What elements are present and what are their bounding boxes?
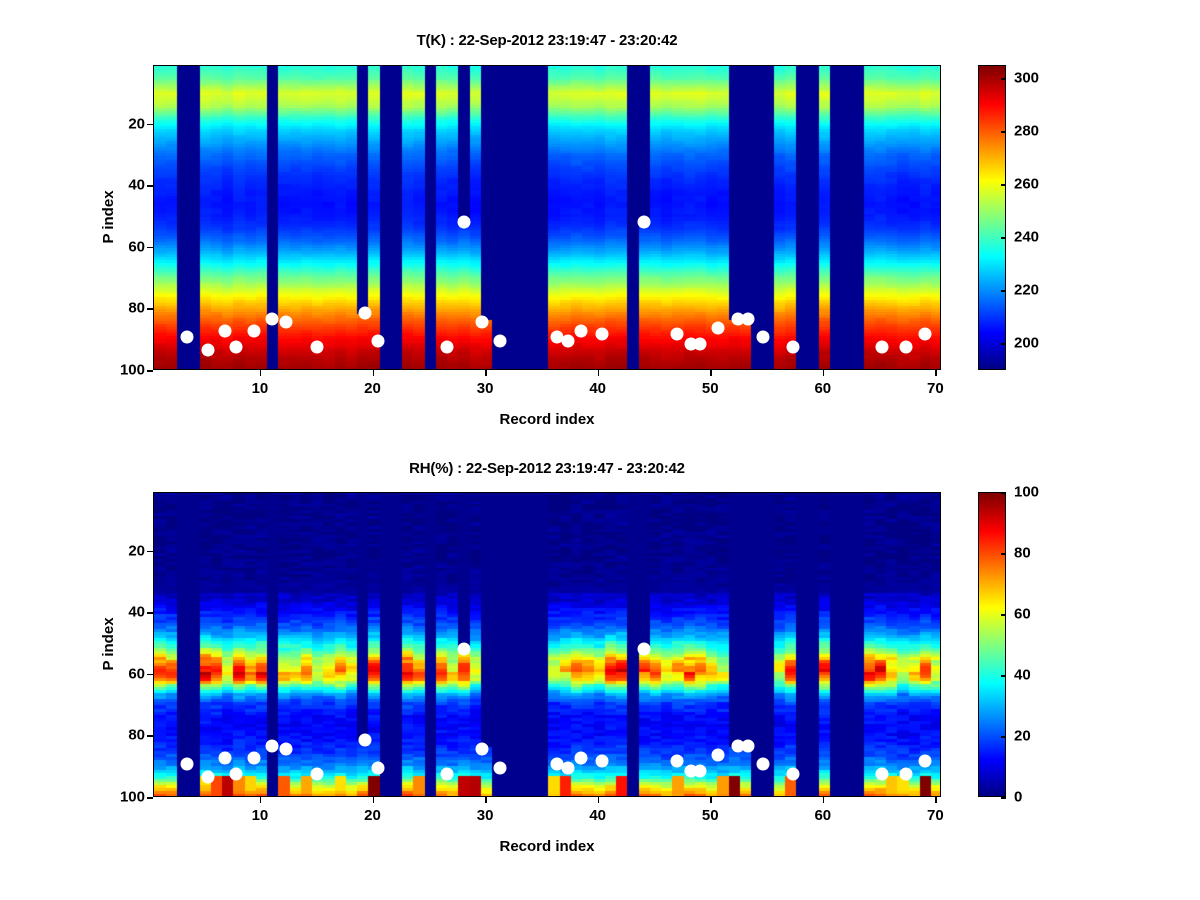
x-tick (935, 797, 937, 803)
x-tick-label: 30 (476, 380, 494, 397)
x-tick-label: 10 (251, 380, 269, 397)
x-tick-label: 60 (814, 380, 832, 397)
x-tick (935, 370, 937, 376)
y-tick (147, 308, 153, 310)
y-tick-label: 100 (119, 361, 145, 379)
heatmap-axes-temperature[interactable] (153, 65, 941, 370)
colorbar-tick-label: 280 (1014, 122, 1040, 140)
y-tick (147, 550, 153, 553)
colorbar-tick (1001, 797, 1006, 799)
colorbar-relative-humidity[interactable] (978, 492, 1006, 797)
x-tick (822, 370, 825, 376)
x-tick-label: 10 (251, 807, 269, 824)
y-tick (147, 370, 153, 372)
y-tick-label: 40 (128, 603, 145, 621)
y-tick (147, 123, 153, 126)
colorbar-tick (1001, 736, 1006, 738)
y-tick-label: 100 (119, 788, 145, 806)
x-tick (372, 370, 374, 376)
x-tick (710, 797, 712, 803)
x-tick-label: 40 (589, 380, 606, 397)
x-tick-label: 30 (476, 807, 494, 824)
y-tick-label: 60 (128, 665, 145, 683)
colorbar-tick-label: 100 (1014, 483, 1040, 501)
x-tick (597, 797, 600, 803)
y-tick-label: 80 (128, 726, 145, 744)
x-tick-label: 40 (589, 807, 606, 824)
y-tick (147, 612, 153, 614)
colorbar-tick-label: 20 (1014, 727, 1031, 745)
colorbar-tick-label: 80 (1014, 544, 1031, 562)
y-tick (147, 246, 153, 249)
heatmap-axes-relative-humidity[interactable] (153, 492, 941, 797)
xaxis-label-relative-humidity: Record index (499, 838, 595, 855)
yaxis-label-relative-humidity: P index (100, 617, 117, 671)
colorbar-tick (1001, 290, 1006, 292)
colorbar-tick-label: 0 (1014, 788, 1023, 806)
colorbar-tick-label: 60 (1014, 605, 1031, 623)
colorbar-tick (1001, 492, 1006, 494)
colorbar-tick (1001, 184, 1006, 186)
colorbar-tick-label: 240 (1014, 228, 1040, 246)
x-tick (485, 797, 487, 803)
yaxis-label-temperature: P index (100, 190, 117, 244)
xaxis-label-temperature: Record index (499, 411, 595, 428)
x-tick (485, 370, 487, 376)
y-tick-label: 60 (128, 238, 145, 256)
colorbar-tick (1001, 131, 1006, 133)
colorbar-tick (1001, 553, 1006, 555)
colorbar-tick (1001, 237, 1006, 239)
y-tick (147, 185, 153, 187)
y-tick (147, 735, 153, 737)
colorbar-tick (1001, 343, 1006, 345)
x-tick (259, 797, 262, 803)
x-tick-label: 70 (927, 807, 944, 824)
panel-relative-humidity: RH(%) : 22-Sep-2012 23:19:47 - 23:20:42 … (0, 450, 1200, 900)
plot-title-relative-humidity: RH(%) : 22-Sep-2012 23:19:47 - 23:20:42 (409, 460, 685, 477)
colorbar-temperature[interactable] (978, 65, 1006, 370)
colorbar-tick (1001, 78, 1006, 80)
colorbar-tick-label: 220 (1014, 281, 1040, 299)
colorbar-tick (1001, 675, 1006, 677)
panel-temperature: T(K) : 22-Sep-2012 23:19:47 - 23:20:42 1… (100, 32, 1040, 428)
x-tick-label: 70 (927, 380, 944, 397)
y-tick-label: 20 (128, 542, 145, 560)
x-tick (259, 370, 262, 376)
x-tick-label: 50 (701, 807, 719, 824)
y-tick (147, 673, 153, 676)
x-tick (597, 370, 600, 376)
x-tick-label: 60 (814, 807, 832, 824)
y-tick (147, 797, 153, 799)
x-tick-label: 50 (701, 380, 719, 397)
colorbar-tick-label: 40 (1014, 666, 1031, 684)
colorbar-tick-label: 200 (1014, 334, 1040, 352)
y-tick-label: 40 (128, 176, 145, 194)
colorbar-tick-label: 260 (1014, 175, 1040, 193)
x-tick (372, 797, 374, 803)
plot-title-temperature: T(K) : 22-Sep-2012 23:19:47 - 23:20:42 (416, 32, 678, 49)
x-tick (822, 797, 825, 803)
x-tick (710, 370, 712, 376)
x-tick-label: 20 (364, 807, 381, 824)
y-tick-label: 80 (128, 299, 145, 317)
x-tick-label: 20 (364, 380, 381, 397)
colorbar-tick-label: 300 (1014, 69, 1040, 87)
y-tick-label: 20 (128, 115, 145, 133)
colorbar-tick (1001, 614, 1006, 616)
